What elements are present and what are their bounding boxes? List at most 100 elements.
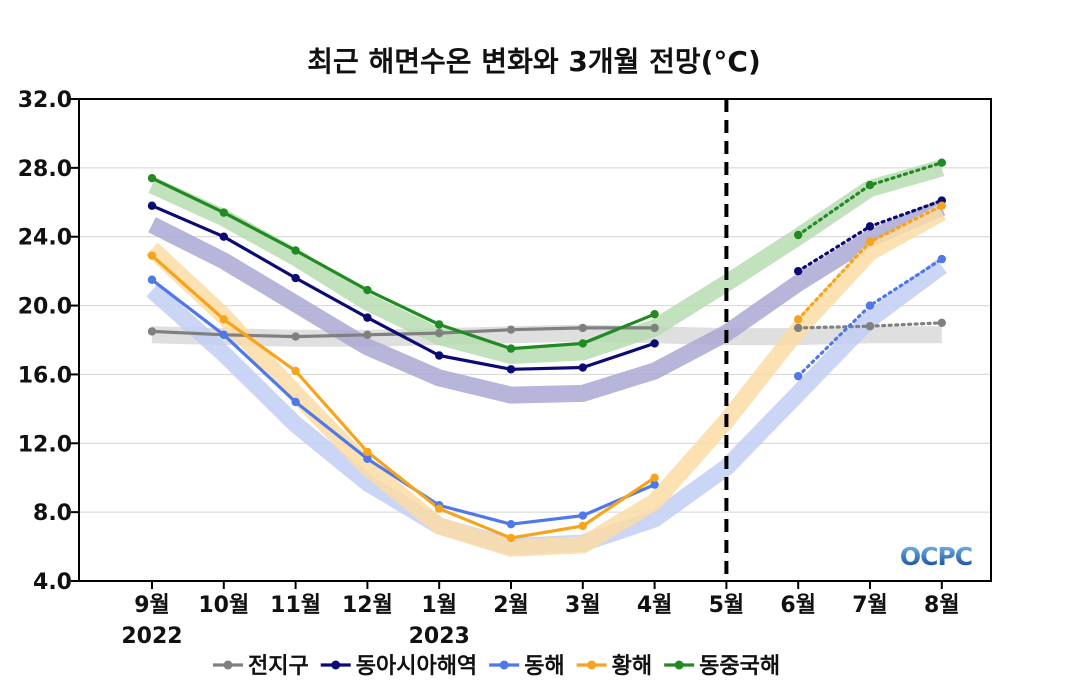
plot-frame [78, 98, 992, 582]
x-tick-label: 8월 [924, 593, 960, 618]
observed-point [650, 480, 659, 489]
observed-point [650, 473, 659, 482]
x-year-label: 2022 [121, 624, 182, 649]
legend: 전지구 동아시아해역 동해 황해 동중국해 [213, 654, 780, 679]
observed-point [650, 323, 659, 333]
observed-point [147, 251, 157, 260]
observed-point [147, 327, 157, 336]
observed-point [363, 313, 372, 322]
normal-band-3 [146, 205, 946, 557]
observed-point [363, 454, 372, 463]
observed-point [147, 201, 157, 210]
observed-point [506, 344, 516, 353]
observed-point [147, 173, 157, 183]
observed-point [578, 363, 587, 372]
x-tick-label: 10월 [198, 593, 249, 618]
x-axis: 9월 10월 11월 12월 1월 2월 3월 4월 5월 6월 7월 8월 2022 2023 [121, 581, 960, 649]
y-tick-label: 28.0 [18, 157, 72, 182]
observed-point [435, 320, 444, 329]
forecast-point [794, 323, 803, 333]
observed-point [506, 533, 516, 543]
y-tick-label: 8.0 [33, 501, 72, 526]
observed-line-3 [150, 254, 656, 540]
forecast-point [865, 322, 875, 331]
forecast-point [937, 318, 946, 327]
x-tick-label: 2월 [493, 593, 529, 618]
x-tick-label: 1월 [421, 593, 457, 618]
legend-swatch-marker [587, 660, 597, 670]
x-tick-label: 3월 [565, 593, 601, 618]
legend-swatch-marker [674, 660, 684, 670]
normal-band-1 [148, 199, 946, 404]
observed-point [219, 208, 228, 217]
observed-point [291, 273, 300, 283]
forecast-point [937, 254, 946, 264]
observed-point [291, 332, 300, 341]
forecast-point [865, 180, 875, 190]
observed-point [291, 246, 300, 255]
observed-point [650, 339, 659, 348]
observed-point [291, 366, 300, 376]
observed-line-4 [151, 176, 656, 351]
y-tick-label: 24.0 [18, 226, 72, 251]
x-tick-label: 12월 [342, 593, 393, 618]
forecast-point [794, 230, 803, 240]
x-tick-label: 4월 [637, 593, 673, 618]
observed-line-1 [151, 204, 656, 371]
forecast-point [937, 201, 946, 210]
normal-bands [146, 159, 947, 557]
legend-swatch-marker [499, 660, 509, 670]
legend-label: 동중국해 [699, 654, 780, 679]
observed-point [147, 275, 157, 284]
forecast-point [865, 237, 875, 247]
x-tick-label: 9월 [134, 593, 170, 618]
forecast-point [937, 158, 946, 167]
observed-point [363, 447, 372, 457]
observed-point [506, 519, 516, 529]
x-tick-label: 11월 [270, 593, 321, 618]
x-tick-label: 7월 [852, 593, 888, 618]
chart-title: 최근 해면수온 변화와 3개월 전망(°C) [307, 45, 761, 78]
legend-label: 동해 [524, 654, 564, 679]
legend-label: 전지구 [248, 654, 309, 679]
observed-point [506, 325, 516, 334]
legend-swatch-marker [331, 660, 341, 670]
y-tick-label: 20.0 [18, 295, 72, 320]
gridlines [79, 98, 991, 582]
normal-band-4 [148, 159, 945, 364]
x-tick-label: 5월 [709, 593, 745, 618]
observed-point [578, 521, 587, 531]
forecast-point [794, 266, 803, 276]
observed-point [363, 330, 372, 340]
observed-point [219, 330, 228, 340]
y-axis: 4.0 8.0 12.0 16.0 20.0 24.0 28.0 32.0 [18, 88, 79, 595]
logo-text: OCPC [900, 542, 972, 571]
observed-point [435, 504, 444, 513]
observed-point [435, 328, 444, 338]
observed-point [363, 285, 372, 295]
ocpc-logo: OCPC [900, 542, 973, 571]
legend-swatch-marker [223, 660, 233, 670]
y-tick-label: 32.0 [18, 88, 72, 113]
x-tick-label: 6월 [780, 593, 816, 618]
observed-point [578, 511, 587, 520]
observed-point [650, 309, 659, 319]
normal-band-0 [151, 324, 942, 347]
observed-point [578, 323, 587, 333]
forecast-point [865, 301, 875, 310]
y-tick-label: 16.0 [18, 363, 72, 388]
observed-point [578, 339, 587, 348]
observed-line-0 [151, 326, 655, 339]
series-points [147, 158, 946, 543]
observed-point [219, 232, 228, 241]
y-tick-label: 4.0 [33, 570, 72, 595]
observed-point [291, 397, 300, 407]
legend-label: 황해 [612, 654, 652, 679]
observed-point [506, 365, 516, 374]
observed-point [435, 351, 444, 360]
y-tick-label: 12.0 [18, 432, 72, 457]
legend-label: 동아시아해역 [356, 654, 477, 679]
forecast-point [794, 315, 803, 324]
observed-point [219, 315, 228, 324]
